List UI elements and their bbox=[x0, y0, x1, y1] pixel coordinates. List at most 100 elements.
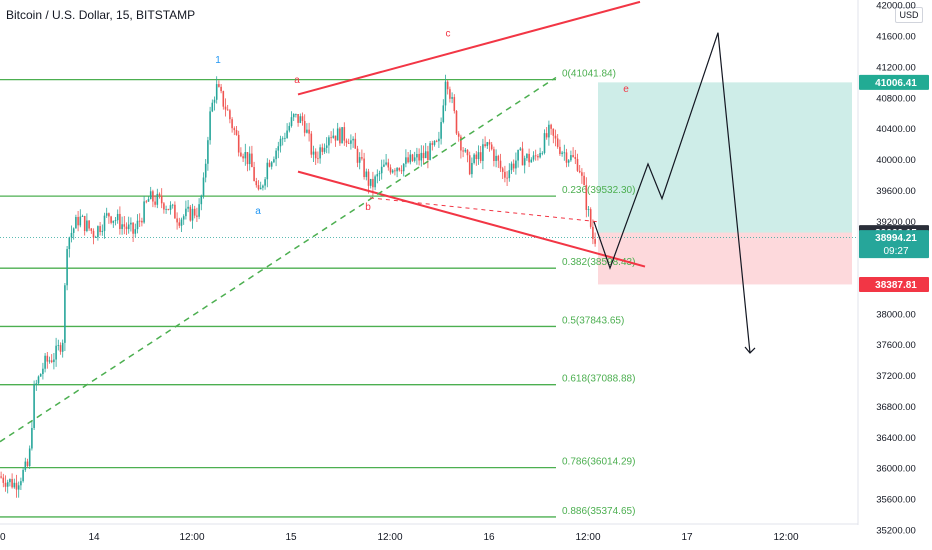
currency-badge[interactable]: USD bbox=[895, 7, 923, 23]
candle-body bbox=[334, 135, 337, 141]
candle-body bbox=[222, 91, 225, 107]
y-tick-label: 35200.00 bbox=[876, 525, 916, 536]
fib-level-label: 0.618(37088.88) bbox=[562, 374, 635, 385]
candle-body bbox=[466, 149, 469, 156]
candle-body bbox=[449, 89, 451, 99]
candle-body bbox=[138, 220, 141, 222]
candle-body bbox=[97, 226, 99, 238]
candle-body bbox=[578, 170, 581, 173]
x-tick-label: 12:00 bbox=[179, 532, 204, 543]
candle-body bbox=[563, 152, 566, 154]
candle-body bbox=[435, 140, 438, 142]
candle-body bbox=[134, 229, 137, 234]
candle-body bbox=[389, 167, 392, 173]
candle-body bbox=[312, 151, 315, 155]
x-tick-label: 12:00 bbox=[773, 532, 798, 543]
candle-body bbox=[479, 152, 482, 161]
x-tick-label: 15 bbox=[285, 532, 297, 543]
candle-body bbox=[72, 228, 75, 233]
candle-body bbox=[90, 228, 93, 231]
candle-body bbox=[20, 481, 22, 486]
fib-retracement: 0(41041.84) 0.236(39532.30) 0.382(38598.43… bbox=[0, 69, 858, 518]
candle-body bbox=[517, 149, 519, 161]
time-axis: 00 14 12:00 15 12:00 16 12:00 17 12:00 bbox=[0, 523, 858, 543]
candle-body bbox=[510, 163, 513, 171]
candle-body bbox=[167, 208, 170, 210]
candle-body bbox=[209, 111, 211, 141]
fib-level-label: 0.236(39532.30) bbox=[562, 185, 635, 196]
candle-body bbox=[488, 142, 491, 145]
candle-body bbox=[171, 204, 174, 206]
candle-body bbox=[484, 144, 486, 147]
candle-body bbox=[332, 135, 335, 138]
candle-body bbox=[468, 155, 471, 175]
candle-body bbox=[343, 127, 346, 141]
candle-body bbox=[442, 105, 445, 123]
candle-body bbox=[486, 142, 489, 147]
candle-body bbox=[125, 226, 128, 230]
wave-label: a bbox=[255, 206, 261, 217]
candle-body bbox=[314, 151, 317, 159]
fib-level-label: 0(41041.84) bbox=[562, 69, 616, 80]
candle-body bbox=[174, 204, 176, 219]
candle-body bbox=[178, 222, 181, 226]
candle-body bbox=[394, 170, 396, 172]
x-tick-label: 17 bbox=[681, 532, 693, 543]
position-stop-zone bbox=[598, 232, 852, 285]
candle-body bbox=[75, 216, 77, 229]
candle-body bbox=[583, 175, 585, 186]
candle-body bbox=[317, 158, 319, 160]
candle-body bbox=[534, 155, 537, 157]
candle-body bbox=[99, 226, 101, 233]
x-tick-label: 12:00 bbox=[575, 532, 600, 543]
candle-body bbox=[413, 157, 416, 161]
candle-body bbox=[464, 149, 467, 152]
candle-body bbox=[165, 208, 167, 210]
candle-body bbox=[246, 152, 249, 165]
candle-body bbox=[156, 193, 159, 205]
candle-body bbox=[257, 185, 260, 190]
candle-body bbox=[303, 120, 306, 133]
candle-body bbox=[444, 81, 447, 106]
candle-body bbox=[9, 479, 11, 483]
candle-body bbox=[4, 482, 7, 487]
candle-body bbox=[356, 148, 359, 163]
candle-body bbox=[471, 162, 473, 175]
candle-body bbox=[592, 226, 594, 239]
candle-body bbox=[506, 177, 508, 179]
candle-body bbox=[565, 152, 568, 163]
candle-body bbox=[345, 140, 348, 143]
candle-body bbox=[369, 178, 372, 186]
y-tick-label: 40400.00 bbox=[876, 124, 916, 135]
candle-body bbox=[187, 206, 189, 209]
candle-body bbox=[64, 285, 66, 343]
candle-body bbox=[169, 205, 172, 210]
candle-body bbox=[391, 170, 394, 173]
candle-body bbox=[70, 232, 73, 238]
candle-body bbox=[17, 485, 20, 490]
candle-body bbox=[420, 152, 423, 161]
candle-body bbox=[152, 191, 154, 202]
candle-body bbox=[28, 448, 31, 466]
chart-title: Bitcoin / U.S. Dollar, 15, BITSTAMP bbox=[6, 8, 196, 22]
y-tick-label: 42000.00 bbox=[876, 1, 916, 12]
candle-body bbox=[268, 162, 271, 167]
candle-body bbox=[235, 130, 238, 135]
y-tick-label: 36400.00 bbox=[876, 433, 916, 444]
candle-body bbox=[528, 153, 530, 163]
price-badge-label: 38994.21 bbox=[875, 233, 917, 244]
candle-body bbox=[347, 142, 350, 144]
candle-body bbox=[266, 162, 269, 180]
candle-body bbox=[398, 167, 401, 171]
candle-body bbox=[127, 224, 130, 230]
candle-body bbox=[108, 213, 110, 217]
candle-body bbox=[13, 482, 16, 488]
candle-body bbox=[237, 134, 240, 153]
candle-body bbox=[281, 138, 284, 140]
candle-body bbox=[372, 178, 374, 188]
candle-body bbox=[77, 216, 79, 226]
candle-body bbox=[363, 158, 365, 178]
candle-body bbox=[185, 208, 187, 217]
candle-body bbox=[253, 167, 255, 182]
